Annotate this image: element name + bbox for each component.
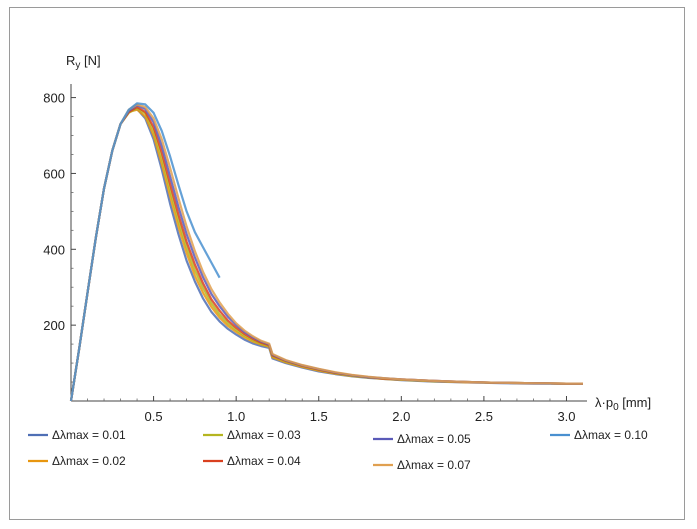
legend-label: Δλmax = 0.01: [52, 428, 126, 442]
x-tick-label: 2.0: [392, 409, 410, 424]
legend-item-6: Δλmax = 0.07: [373, 458, 471, 472]
legend-item-2: Δλmax = 0.02: [28, 454, 126, 468]
y-axis-label: Ry [N]: [66, 53, 101, 71]
legend-item-3: Δλmax = 0.03: [203, 428, 301, 442]
x-tick-label: 1.5: [310, 409, 328, 424]
legend-item-5: Δλmax = 0.05: [373, 432, 471, 446]
y-ticks: 200 400 600 800: [43, 91, 76, 383]
x-axis-label-unit: [mm]: [619, 395, 652, 410]
y-tick-label: 600: [43, 166, 65, 181]
x-axis-label-main: λ·p: [595, 395, 613, 410]
x-axis-label: λ·p0 [mm]: [595, 395, 651, 413]
series-line-5: [69, 104, 583, 402]
axes: 0.5 1.0 1.5 2.0 2.5 3.0 200 400 600 800: [43, 84, 587, 424]
line-chart: 0.5 1.0 1.5 2.0 2.5 3.0 200 400 600 800 Ry [N] λ…: [28, 53, 651, 472]
legend-label: Δλmax = 0.07: [397, 458, 471, 472]
series-line-7: [69, 102, 221, 402]
legend: Δλmax = 0.01 Δλmax = 0.02 Δλmax = 0.03 Δλma…: [28, 428, 648, 472]
y-tick-label: 400: [43, 242, 65, 257]
legend-label: Δλmax = 0.04: [227, 454, 301, 468]
x-tick-label: 0.5: [145, 409, 163, 424]
x-tick-label: 3.0: [557, 409, 575, 424]
x-axis-label-sub: 0: [613, 402, 619, 413]
series-line-6: [69, 103, 583, 402]
x-ticks: 0.5 1.0 1.5 2.0 2.5 3.0: [87, 396, 576, 424]
series-line-1: [69, 107, 583, 402]
y-tick-label: 200: [43, 318, 65, 333]
series-layer: [69, 102, 583, 402]
y-axis-label-unit: [N]: [80, 53, 100, 68]
legend-label: Δλmax = 0.05: [397, 432, 471, 446]
x-tick-label: 1.0: [227, 409, 245, 424]
legend-label: Δλmax = 0.03: [227, 428, 301, 442]
legend-label: Δλmax = 0.10: [574, 428, 648, 442]
series-line-3: [69, 107, 583, 402]
x-tick-label: 2.5: [475, 409, 493, 424]
legend-item-7: Δλmax = 0.10: [550, 428, 648, 442]
legend-label: Δλmax = 0.02: [52, 454, 126, 468]
figure-frame: 0.5 1.0 1.5 2.0 2.5 3.0 200 400 600 800 Ry [N] λ…: [9, 7, 685, 520]
y-axis-label-sub: y: [75, 60, 80, 71]
legend-item-4: Δλmax = 0.04: [203, 454, 301, 468]
series-line-4: [69, 106, 583, 402]
y-tick-label: 800: [43, 91, 65, 106]
legend-item-1: Δλmax = 0.01: [28, 428, 126, 442]
series-line-2: [69, 108, 583, 402]
y-axis-label-main: R: [66, 53, 75, 68]
